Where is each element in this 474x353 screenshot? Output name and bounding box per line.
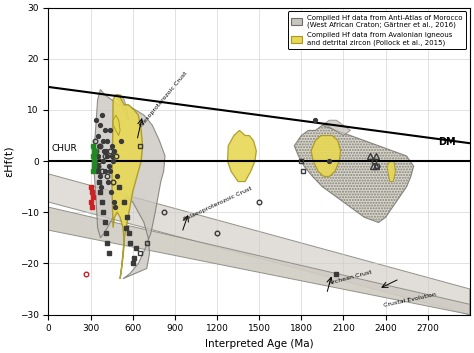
Text: DM: DM — [438, 137, 456, 147]
Polygon shape — [93, 90, 165, 279]
Text: CHUR: CHUR — [52, 144, 77, 154]
Text: Mesoproterozoic Crust: Mesoproterozoic Crust — [139, 71, 188, 128]
Polygon shape — [113, 115, 120, 136]
Text: Palaeoproterozoic Crust: Palaeoproterozoic Crust — [183, 186, 253, 222]
Polygon shape — [48, 207, 470, 315]
Polygon shape — [322, 120, 350, 136]
Polygon shape — [112, 95, 143, 279]
Polygon shape — [387, 161, 395, 181]
Polygon shape — [48, 174, 470, 315]
Polygon shape — [311, 136, 341, 176]
Text: Archean Crust: Archean Crust — [328, 270, 373, 286]
Text: Crustal Evolution: Crustal Evolution — [383, 292, 437, 307]
Y-axis label: εHf(t): εHf(t) — [4, 145, 14, 177]
Polygon shape — [294, 125, 414, 222]
Legend: Compiled Hf data from Anti-Atlas of Morocco
(West African Craton; Gärtner et al.: Compiled Hf data from Anti-Atlas of Moro… — [288, 11, 466, 49]
Polygon shape — [228, 130, 256, 181]
X-axis label: Interpreted Age (Ma): Interpreted Age (Ma) — [205, 339, 313, 349]
Polygon shape — [117, 95, 128, 120]
